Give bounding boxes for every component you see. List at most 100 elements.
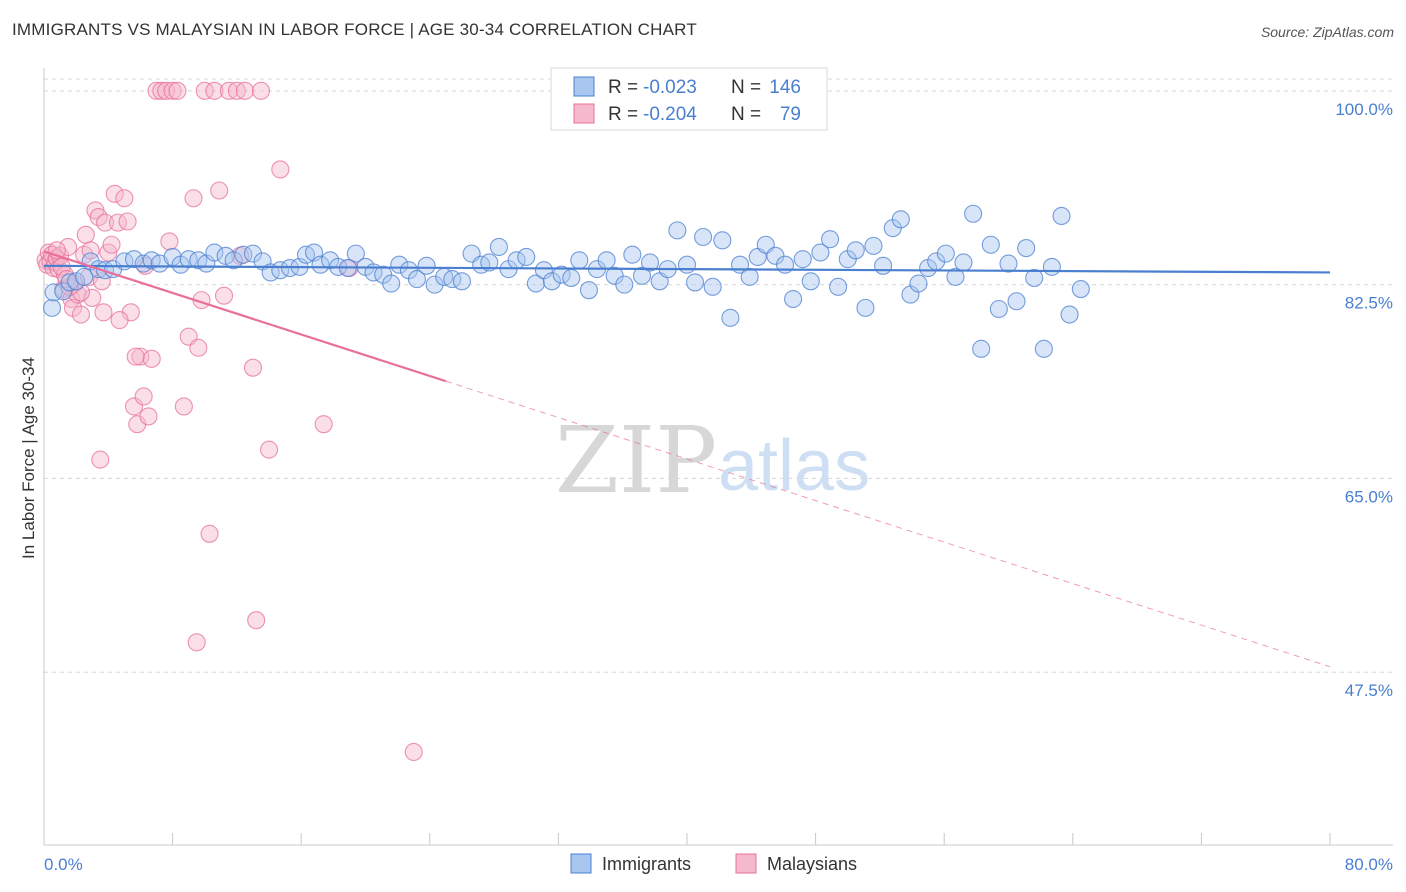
bottom-legend-swatch-malaysians	[735, 853, 757, 874]
malaysians-point-39	[147, 81, 166, 100]
immigrants-point-1	[44, 283, 63, 302]
immigrants-point-112	[1025, 268, 1044, 288]
immigrants-point-86	[793, 250, 812, 269]
malaysians-point-47	[189, 338, 208, 357]
immigrants-point-77	[713, 231, 732, 250]
malaysians-point-66	[126, 347, 145, 366]
legend-r-value-2: -0.204	[643, 104, 697, 125]
malaysians-point-44	[174, 397, 193, 416]
source-label: Source: ZipAtlas.com	[1260, 24, 1394, 40]
immigrants-point-95	[874, 256, 893, 275]
immigrants-point-64	[597, 251, 616, 270]
immigrants-point-41	[390, 255, 409, 274]
immigrants-point-110	[1007, 292, 1026, 311]
malaysians-point-60	[271, 160, 290, 179]
trend-dashed-1	[445, 380, 1331, 668]
immigrants-point-116	[1060, 305, 1079, 324]
immigrants-point-0	[42, 298, 62, 317]
malaysians-point-19	[76, 225, 95, 244]
legend-n-value-2: 79	[780, 104, 801, 125]
immigrants-point-92	[846, 241, 865, 260]
malaysians-point-38	[142, 349, 161, 368]
legend-r-value-1: -0.023	[643, 77, 697, 98]
immigrants-point-60	[562, 268, 581, 288]
immigrants-point-67	[623, 245, 642, 264]
y-axis-title: In Labor Force | Age 30-34	[19, 357, 38, 559]
immigrants-point-107	[981, 235, 1000, 254]
immigrants-point-111	[1017, 239, 1036, 258]
immigrants-point-2	[54, 282, 73, 301]
immigrants-point-108	[989, 299, 1008, 319]
immigrants-point-69	[640, 253, 660, 272]
immigrants-point-76	[703, 277, 722, 296]
legend: R = -0.023 N = 146 R = -0.204 N = 79	[550, 67, 828, 131]
immigrants-point-66	[615, 275, 634, 294]
malaysians-point-49	[200, 524, 219, 543]
immigrants-point-62	[579, 281, 598, 300]
x-tick-label-min: 0.0%	[44, 855, 83, 874]
immigrants-point-51	[480, 253, 499, 272]
immigrants-point-117	[1071, 280, 1090, 299]
malaysians-point-61	[314, 415, 333, 434]
immigrants-point-109	[999, 254, 1018, 273]
immigrants-point-94	[864, 236, 883, 255]
malaysians-point-64	[187, 633, 206, 652]
bottom-legend-malaysians: Malaysians	[767, 854, 857, 874]
immigrants-point-48	[452, 272, 472, 291]
legend-n-value-1: 146	[769, 77, 801, 98]
malaysians-point-50	[205, 81, 224, 100]
malaysians-point-17	[71, 305, 91, 324]
malaysians-point-30	[115, 189, 134, 208]
malaysians-point-73	[160, 232, 179, 251]
bottom-legend-swatch-immigrants	[570, 853, 592, 874]
y-tick-label-2: 82.5%	[1345, 294, 1393, 313]
malaysians-point-56	[243, 358, 263, 377]
malaysians-point-33	[124, 397, 144, 416]
immigrants-point-17	[179, 250, 198, 269]
malaysians-point-65	[91, 450, 110, 469]
malaysians-point-57	[247, 611, 266, 630]
immigrants-point-56	[526, 274, 545, 293]
malaysians-point-36	[134, 387, 153, 406]
immigrants-point-103	[946, 267, 965, 286]
trend-solid-0	[43, 264, 1331, 274]
immigrants-point-43	[407, 270, 426, 289]
malaysians-point-48	[195, 81, 214, 100]
malaysians-point-35	[131, 347, 150, 366]
legend-n-label-2: N =	[731, 104, 761, 125]
malaysians-point-25	[96, 213, 115, 232]
immigrants-point-73	[677, 255, 697, 274]
legend-r-label-2: R =	[608, 104, 638, 125]
immigrants-point-45	[425, 275, 444, 294]
immigrants-point-78	[721, 308, 740, 327]
immigrants-point-59	[552, 265, 571, 284]
immigrants-point-97	[891, 210, 910, 229]
watermark-zip: ZIP	[555, 407, 717, 514]
immigrants-point-106	[972, 339, 991, 358]
x-tick-label-max: 80.0%	[1345, 855, 1393, 874]
bottom-legend: Immigrants Malaysians	[570, 853, 857, 874]
legend-swatch-immigrants	[573, 76, 595, 97]
immigrants-points	[42, 204, 1090, 358]
y-tick-label-3: 100.0%	[1335, 100, 1393, 119]
malaysians-point-52	[214, 286, 234, 305]
immigrants-point-68	[632, 266, 652, 285]
malaysians-point-58	[251, 81, 271, 100]
immigrants-point-24	[243, 244, 263, 263]
immigrants-point-99	[909, 274, 928, 293]
legend-n-label-1: N =	[731, 77, 761, 98]
immigrants-point-114	[1042, 257, 1061, 276]
malaysians-point-63	[404, 742, 423, 762]
malaysians-point-21	[83, 288, 102, 307]
immigrants-point-52	[489, 237, 508, 257]
immigrants-point-113	[1034, 339, 1053, 358]
malaysians-points	[36, 81, 423, 762]
malaysians-point-43	[168, 81, 187, 100]
immigrants-point-88	[811, 243, 830, 262]
legend-swatch-malaysians	[573, 103, 595, 124]
malaysians-point-46	[184, 189, 203, 208]
watermark-atlas: atlas	[718, 426, 870, 506]
malaysians-point-28	[105, 184, 124, 203]
malaysians-point-37	[139, 407, 158, 426]
